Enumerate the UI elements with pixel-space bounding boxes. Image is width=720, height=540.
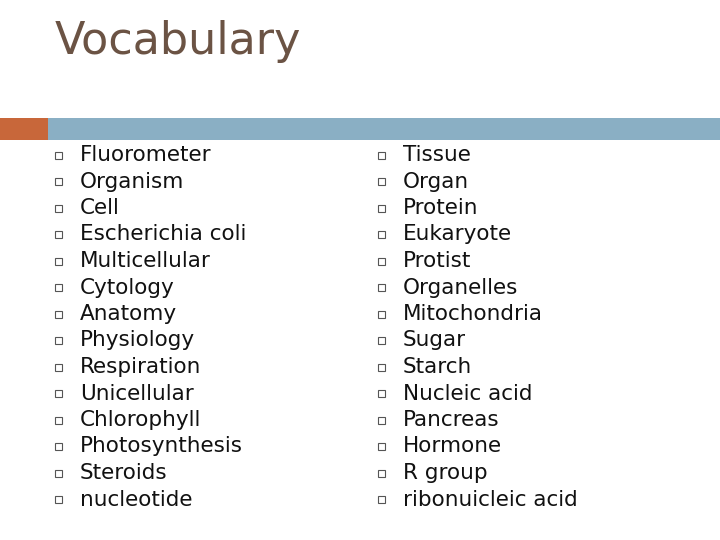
Bar	[48, 118, 720, 140]
Text: Eukaryote: Eukaryote	[403, 225, 512, 245]
Bar	[378, 205, 385, 212]
Bar	[0, 118, 48, 140]
Bar	[55, 310, 62, 318]
Bar	[55, 284, 62, 291]
Text: Steroids: Steroids	[80, 463, 168, 483]
Text: Cell: Cell	[80, 198, 120, 218]
Bar	[378, 178, 385, 185]
Text: Respiration: Respiration	[80, 357, 202, 377]
Bar	[378, 284, 385, 291]
Bar	[378, 152, 385, 159]
Bar	[378, 310, 385, 318]
Bar	[55, 205, 62, 212]
Bar	[378, 363, 385, 370]
Text: Mitochondria: Mitochondria	[403, 304, 543, 324]
Text: Starch: Starch	[403, 357, 472, 377]
Text: Sugar: Sugar	[403, 330, 466, 350]
Bar	[55, 390, 62, 397]
Bar	[378, 469, 385, 476]
Text: Protist: Protist	[403, 251, 472, 271]
Bar	[55, 178, 62, 185]
Text: Hormone: Hormone	[403, 436, 502, 456]
Bar	[55, 337, 62, 344]
Bar	[378, 496, 385, 503]
Text: Organism: Organism	[80, 172, 184, 192]
Bar	[378, 258, 385, 265]
Bar	[378, 337, 385, 344]
Bar	[55, 469, 62, 476]
Bar	[378, 443, 385, 450]
Text: Multicellular: Multicellular	[80, 251, 211, 271]
Text: Photosynthesis: Photosynthesis	[80, 436, 243, 456]
Bar	[55, 152, 62, 159]
Text: Escherichia coli: Escherichia coli	[80, 225, 246, 245]
Bar	[378, 231, 385, 238]
Text: nucleotide: nucleotide	[80, 489, 192, 510]
Bar	[378, 390, 385, 397]
Text: Unicellular: Unicellular	[80, 383, 194, 403]
Text: Organ: Organ	[403, 172, 469, 192]
Bar	[55, 443, 62, 450]
Text: Organelles: Organelles	[403, 278, 518, 298]
Bar	[55, 231, 62, 238]
Bar	[55, 363, 62, 370]
Text: Nucleic acid: Nucleic acid	[403, 383, 533, 403]
Text: ribonuicleic acid: ribonuicleic acid	[403, 489, 577, 510]
Text: Tissue: Tissue	[403, 145, 471, 165]
Text: Physiology: Physiology	[80, 330, 195, 350]
Text: Fluorometer: Fluorometer	[80, 145, 212, 165]
Bar	[55, 416, 62, 423]
Text: R group: R group	[403, 463, 487, 483]
Text: Pancreas: Pancreas	[403, 410, 500, 430]
Bar	[55, 496, 62, 503]
Text: Chlorophyll: Chlorophyll	[80, 410, 202, 430]
Text: Vocabulary: Vocabulary	[55, 20, 302, 63]
Text: Protein: Protein	[403, 198, 479, 218]
Bar	[378, 416, 385, 423]
Bar	[55, 258, 62, 265]
Text: Anatomy: Anatomy	[80, 304, 177, 324]
Text: Cytology: Cytology	[80, 278, 175, 298]
